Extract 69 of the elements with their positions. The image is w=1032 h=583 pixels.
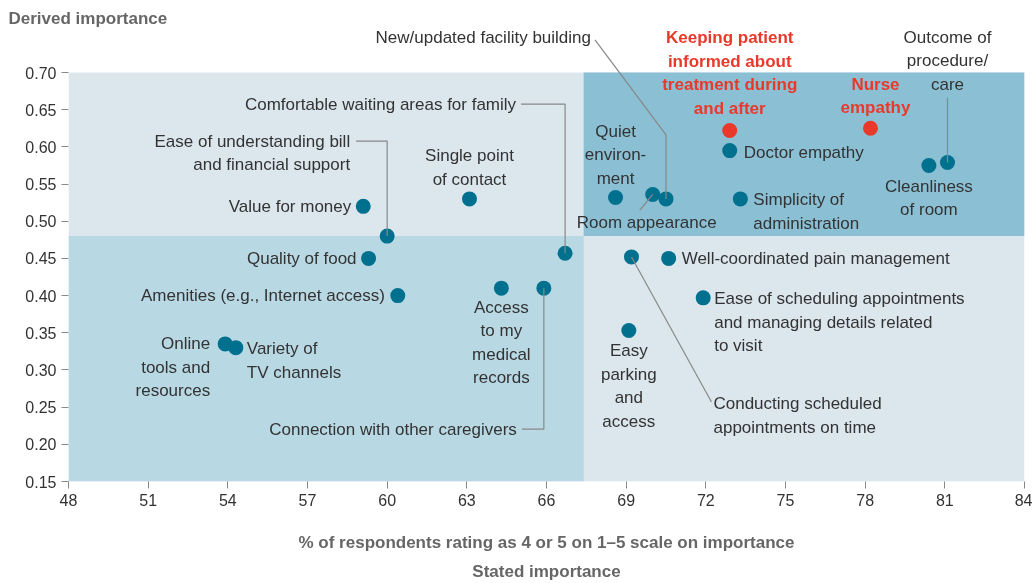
annotation: Conducting scheduled appointments on time <box>713 394 882 437</box>
point <box>661 250 677 266</box>
y-tick-label: 0.40 <box>25 287 57 305</box>
annotation: Connection with other caregivers <box>269 419 517 439</box>
annotation: Variety of TV channels <box>246 339 342 382</box>
point <box>722 143 738 159</box>
annotation: Quiet environ- ment <box>584 121 647 188</box>
annotation: Ease of scheduling appointments and managing details related to visit <box>714 289 965 356</box>
point <box>722 123 738 138</box>
point <box>361 250 377 266</box>
point <box>921 157 937 173</box>
y-tick-label: 0.55 <box>25 176 57 194</box>
y-tick-label: 0.50 <box>25 213 57 231</box>
point <box>939 154 955 170</box>
y-tick-label: 0.30 <box>25 361 57 379</box>
x-tick-label: 66 <box>537 491 556 509</box>
annotation: Simplicity of administration <box>753 190 860 233</box>
y-tick-label: 0.25 <box>25 399 57 417</box>
point <box>645 186 661 202</box>
x-tick-label: 72 <box>696 491 715 509</box>
annotation: Keeping patient informed about treatment during and after <box>662 28 798 118</box>
annotation: Cleanliness of room <box>884 176 973 220</box>
point <box>228 340 244 356</box>
x-tick-label: 60 <box>378 491 397 509</box>
x-tick-label: 57 <box>298 491 317 509</box>
point <box>355 198 371 214</box>
y-tick-label: 0.70 <box>25 64 57 82</box>
annotation: Room appearance <box>576 212 717 232</box>
y-tick-label: 0.60 <box>25 138 57 156</box>
text: Stated importance <box>472 561 621 581</box>
annotation: New/updated facility building <box>375 28 592 48</box>
y-tick-label: 0.35 <box>25 324 57 342</box>
x-tick-label: 54 <box>218 491 237 509</box>
annotation: Access to my medical records <box>472 297 531 388</box>
point <box>732 191 748 207</box>
annotation: Value for money <box>228 196 352 216</box>
x-tick-label: 48 <box>59 491 78 509</box>
point <box>695 290 711 306</box>
annotation: Well-coordinated pain management <box>681 248 950 268</box>
point <box>493 280 509 296</box>
point <box>536 280 552 296</box>
point <box>461 191 477 207</box>
point <box>621 323 637 339</box>
x-tick-label: 63 <box>457 491 476 509</box>
annotation: Online tools and resources <box>135 334 211 401</box>
annotation: Comfortable waiting areas for family <box>244 94 517 114</box>
x-tick-label: 69 <box>617 491 636 509</box>
x-tick-label: 51 <box>139 491 158 509</box>
point <box>379 228 395 244</box>
y-tick-label: 0.45 <box>25 250 57 268</box>
annotation: Amenities (e.g., Internet access) <box>141 286 385 306</box>
annotation: Doctor empathy <box>743 143 865 163</box>
y-axis-title: Derived importance <box>8 8 168 28</box>
x-tick-label: 75 <box>776 491 795 509</box>
annotation: Easy parking and access <box>600 341 657 431</box>
y-tick-label: 0.15 <box>25 473 57 491</box>
x-tick-label: 84 <box>1014 491 1032 509</box>
annotation: Single point of contact <box>425 146 515 189</box>
y-tick-label: 0.65 <box>25 101 57 119</box>
x-axis-title: % of respondents rating as 4 or 5 on 1–5 scale on importance <box>298 532 795 552</box>
annotation: Ease of understanding bill and financial support <box>154 131 351 175</box>
x-tick-label: 81 <box>935 491 954 509</box>
point <box>608 189 624 205</box>
point <box>623 249 639 265</box>
point <box>862 120 878 136</box>
point <box>390 288 406 304</box>
annotation: Quality of food <box>246 248 357 268</box>
y-tick-label: 0.20 <box>25 436 57 454</box>
x-tick-label: 78 <box>856 491 875 509</box>
